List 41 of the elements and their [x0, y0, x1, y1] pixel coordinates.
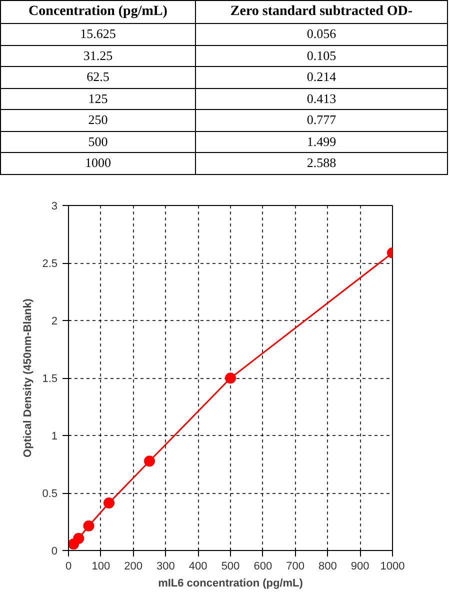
point — [73, 532, 84, 544]
text: 0.105 — [195, 45, 448, 67]
y-tick-label: 3 — [51, 200, 58, 212]
x-tick-label: 900 — [350, 560, 370, 572]
x-tick-label: 700 — [286, 560, 304, 572]
text: Zero standard subtracted OD- — [195, 0, 448, 24]
x-axis-title: mIL6 concentration (pg/mL) — [158, 578, 304, 590]
y-tick-label: 1 — [51, 430, 58, 442]
y-tick-label: 0 — [51, 546, 58, 558]
x-tick-label: 300 — [156, 560, 175, 572]
y-tick-label: 2.5 — [42, 258, 58, 270]
y-axis-title: Optical Density (450nm-Blank) — [22, 298, 34, 458]
text: 2.588 — [195, 152, 448, 174]
x-tick-label: 600 — [254, 560, 272, 572]
text: 250 — [0, 110, 196, 132]
x-tick-label: 0 — [65, 560, 72, 572]
y-tick-label: 2 — [51, 316, 58, 328]
text: 1.499 — [195, 131, 448, 153]
point — [225, 372, 236, 384]
y-tick-label: 0.5 — [42, 488, 58, 500]
text: Concentration (pg/mL) — [0, 0, 196, 24]
y-tick-label: 1.5 — [42, 373, 58, 385]
text: 0.214 — [195, 66, 448, 88]
text: 62.5 — [0, 66, 196, 88]
text: 1000 — [0, 152, 196, 174]
point — [144, 456, 155, 467]
x-tick-label: 800 — [318, 560, 337, 572]
text: 31.25 — [0, 45, 196, 67]
x-tick-label: 100 — [92, 560, 110, 572]
text: 0.056 — [195, 24, 448, 46]
text: 125 — [0, 88, 196, 110]
text: 500 — [0, 131, 196, 153]
x-tick-label: 500 — [221, 560, 240, 572]
x-tick-label: 200 — [124, 560, 142, 572]
x-tick-label: 400 — [188, 560, 208, 572]
text: 15.625 — [0, 24, 196, 46]
text: 0.777 — [195, 110, 448, 132]
x-tick-label: 1000 — [380, 560, 405, 572]
point — [104, 498, 114, 508]
point — [83, 520, 94, 532]
text: 0.413 — [195, 88, 448, 110]
